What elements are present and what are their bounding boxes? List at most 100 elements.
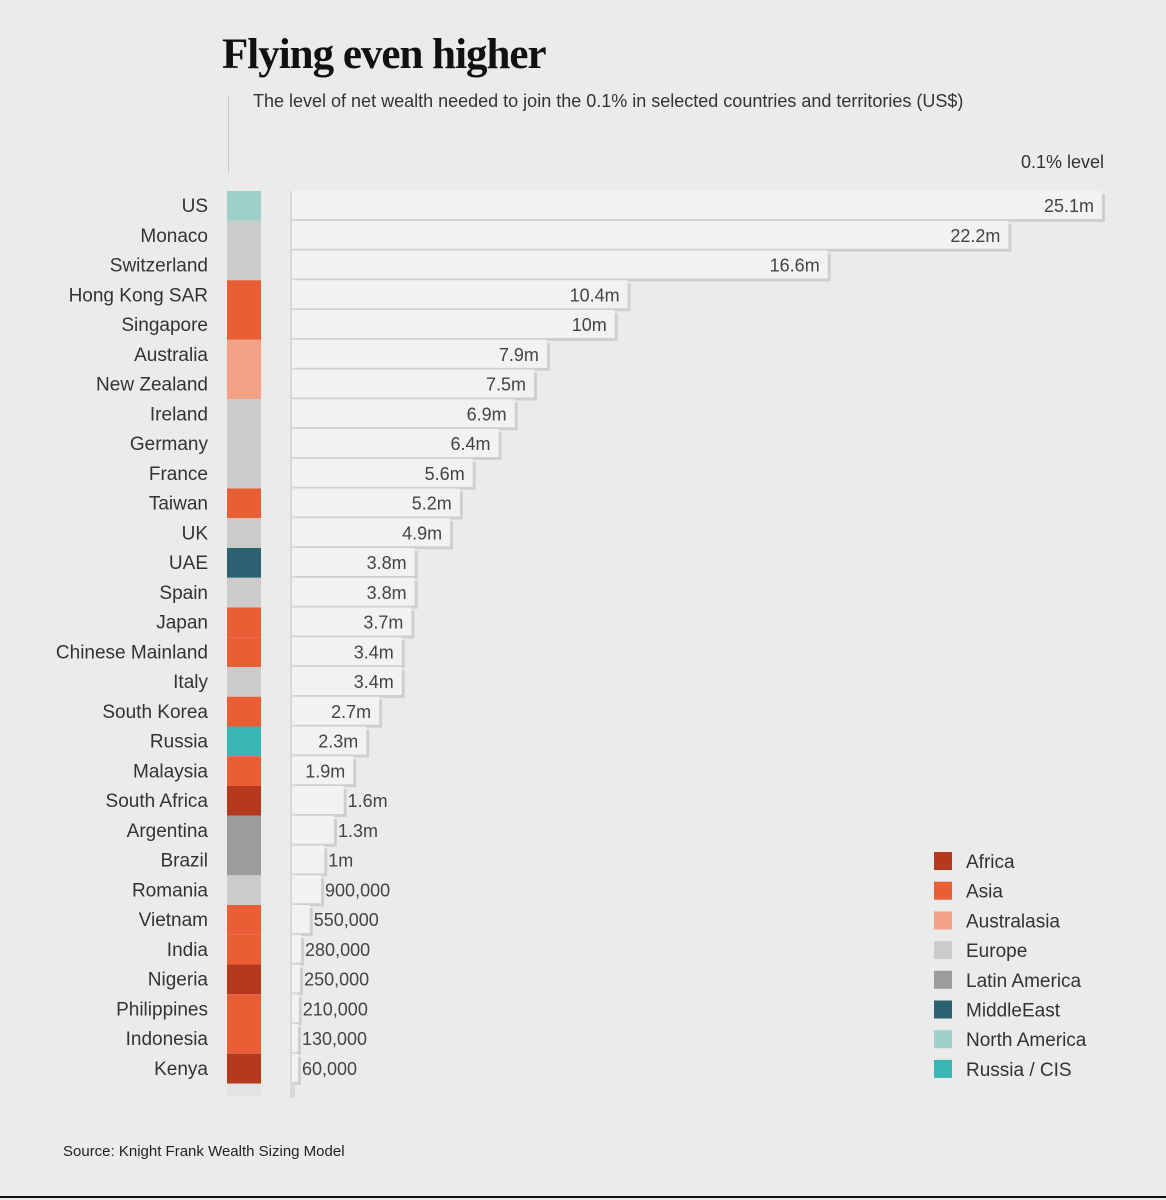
bar <box>292 1024 298 1052</box>
region-swatch <box>227 488 261 519</box>
region-swatch <box>227 726 261 757</box>
bar <box>292 756 354 785</box>
bar <box>292 339 547 368</box>
legend-label: Russia / CIS <box>966 1060 1072 1081</box>
region-swatch <box>227 607 261 638</box>
bar <box>292 1053 298 1082</box>
category-label: Ireland <box>150 404 208 425</box>
category-label: Philippines <box>116 999 208 1020</box>
chart-legend: Africa Asia Australasia Europe Latin America… <box>934 852 1087 1081</box>
region-swatch <box>227 756 261 786</box>
value-label: 210,000 <box>303 999 368 1019</box>
value-label: 280,000 <box>305 940 370 960</box>
region-swatch <box>227 1053 261 1084</box>
value-label: 3.8m <box>367 553 407 573</box>
region-swatch <box>227 191 261 221</box>
bar <box>292 518 451 547</box>
value-label: 3.7m <box>363 613 403 633</box>
category-label: Malaysia <box>133 761 208 782</box>
value-label: 1m <box>328 851 353 871</box>
legend-label: North America <box>966 1030 1087 1051</box>
region-swatch <box>227 458 261 489</box>
value-label: 10.4m <box>570 285 620 305</box>
bar <box>292 637 402 666</box>
category-label: Chinese Mainland <box>56 642 208 663</box>
value-label: 250,000 <box>304 970 369 990</box>
value-label: 1.6m <box>348 791 388 811</box>
region-swatch <box>227 964 261 995</box>
region-swatch <box>227 429 261 459</box>
region-swatch <box>227 399 261 429</box>
region-swatch <box>227 845 261 876</box>
bar <box>292 488 460 517</box>
value-label: 2.7m <box>331 702 371 722</box>
region-swatch <box>227 667 261 697</box>
bar <box>292 667 402 695</box>
bar <box>292 458 473 487</box>
bar <box>292 726 367 755</box>
region-swatch <box>227 250 261 281</box>
region-swatch <box>227 1024 261 1054</box>
region-swatch <box>227 934 261 965</box>
chart-title: Flying even higher <box>222 31 547 78</box>
bar <box>292 280 628 309</box>
bar <box>292 905 310 933</box>
bar <box>292 845 325 874</box>
legend-swatch <box>934 970 952 989</box>
category-label: India <box>167 940 209 961</box>
value-label: 22.2m <box>950 226 1000 246</box>
bottom-divider <box>0 1196 1166 1198</box>
value-label: 6.9m <box>467 404 507 424</box>
legend-swatch <box>934 852 952 870</box>
value-label: 7.5m <box>486 375 526 395</box>
region-swatch <box>227 369 261 400</box>
value-label: 4.9m <box>402 523 442 543</box>
category-label: Russia <box>150 732 209 753</box>
region-swatch <box>227 518 261 548</box>
legend-swatch <box>934 1059 952 1078</box>
value-label: 900,000 <box>325 880 390 900</box>
region-swatch <box>227 994 261 1024</box>
region-swatch <box>227 637 261 667</box>
bar <box>292 310 615 338</box>
bar <box>292 786 344 814</box>
bar <box>292 548 415 576</box>
bar <box>292 191 1102 219</box>
region-swatch <box>227 548 261 578</box>
bar <box>292 934 302 963</box>
legend-label: Europe <box>966 941 1027 962</box>
category-label: France <box>149 464 208 485</box>
bar <box>292 220 1009 249</box>
category-label: Nigeria <box>148 970 209 991</box>
bar <box>292 369 535 398</box>
category-label: South Korea <box>102 702 208 723</box>
bar <box>292 815 334 844</box>
value-label: 3.4m <box>354 642 394 662</box>
category-label: UK <box>182 523 209 544</box>
value-label: 3.4m <box>354 672 394 692</box>
value-label: 1.9m <box>305 761 345 781</box>
category-label: Argentina <box>127 821 209 842</box>
bar <box>292 607 412 636</box>
value-label: 2.3m <box>318 732 358 752</box>
value-label: 550,000 <box>314 910 379 930</box>
legend-label: Australasia <box>966 911 1060 932</box>
region-swatch <box>227 280 261 310</box>
category-label: Monaco <box>140 226 208 247</box>
category-label: Kenya <box>154 1059 208 1080</box>
category-label: Switzerland <box>110 256 208 277</box>
category-label: UAE <box>169 553 208 574</box>
value-column-label: 0.1% level <box>1020 152 1104 172</box>
value-label: 16.6m <box>770 256 820 276</box>
source-note: Source: Knight Frank Wealth Sizing Model <box>63 1143 345 1160</box>
legend-label: MiddleEast <box>966 1001 1061 1022</box>
region-swatch <box>227 696 261 727</box>
region-swatch <box>227 875 261 905</box>
region-swatch <box>227 905 261 935</box>
value-label: 1.3m <box>338 821 378 841</box>
value-label: 6.4m <box>451 434 491 454</box>
bar <box>292 577 415 606</box>
region-swatch <box>227 815 261 846</box>
category-label: Germany <box>130 434 209 455</box>
